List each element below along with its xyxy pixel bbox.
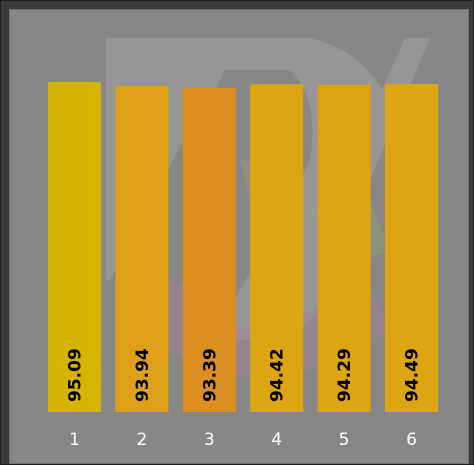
bar-1: [48, 82, 101, 412]
x-tick-label-5: 5: [339, 430, 350, 450]
bar-2: [115, 86, 169, 412]
bar-4: [250, 84, 304, 413]
x-tick-label-3: 3: [204, 430, 215, 450]
x-tick-label-1: 1: [69, 430, 80, 450]
bar-value-label-2: 93.94: [133, 348, 153, 402]
bar-6: [385, 84, 438, 412]
x-tick-label-2: 2: [136, 430, 147, 450]
bar-5: [317, 84, 371, 413]
bar-value-label-6: 94.49: [403, 348, 423, 402]
bar-value-label-4: 94.42: [268, 348, 288, 402]
x-tick-label-6: 6: [406, 430, 417, 450]
chart-panel: 95.09 1 93.94 2 93.39 3 94.42 4 94.29 5 94.49 6: [9, 9, 469, 464]
bar-value-label-3: 93.39: [200, 348, 220, 402]
bar-value-label-1: 95.09: [66, 348, 86, 402]
bar-chart: 95.09 1 93.94 2 93.39 3 94.42 4 94.29 5 94.49 6: [48, 82, 438, 450]
bar-value-label-5: 94.29: [335, 348, 355, 402]
bar-3: [182, 87, 236, 413]
x-tick-label-4: 4: [271, 430, 282, 450]
